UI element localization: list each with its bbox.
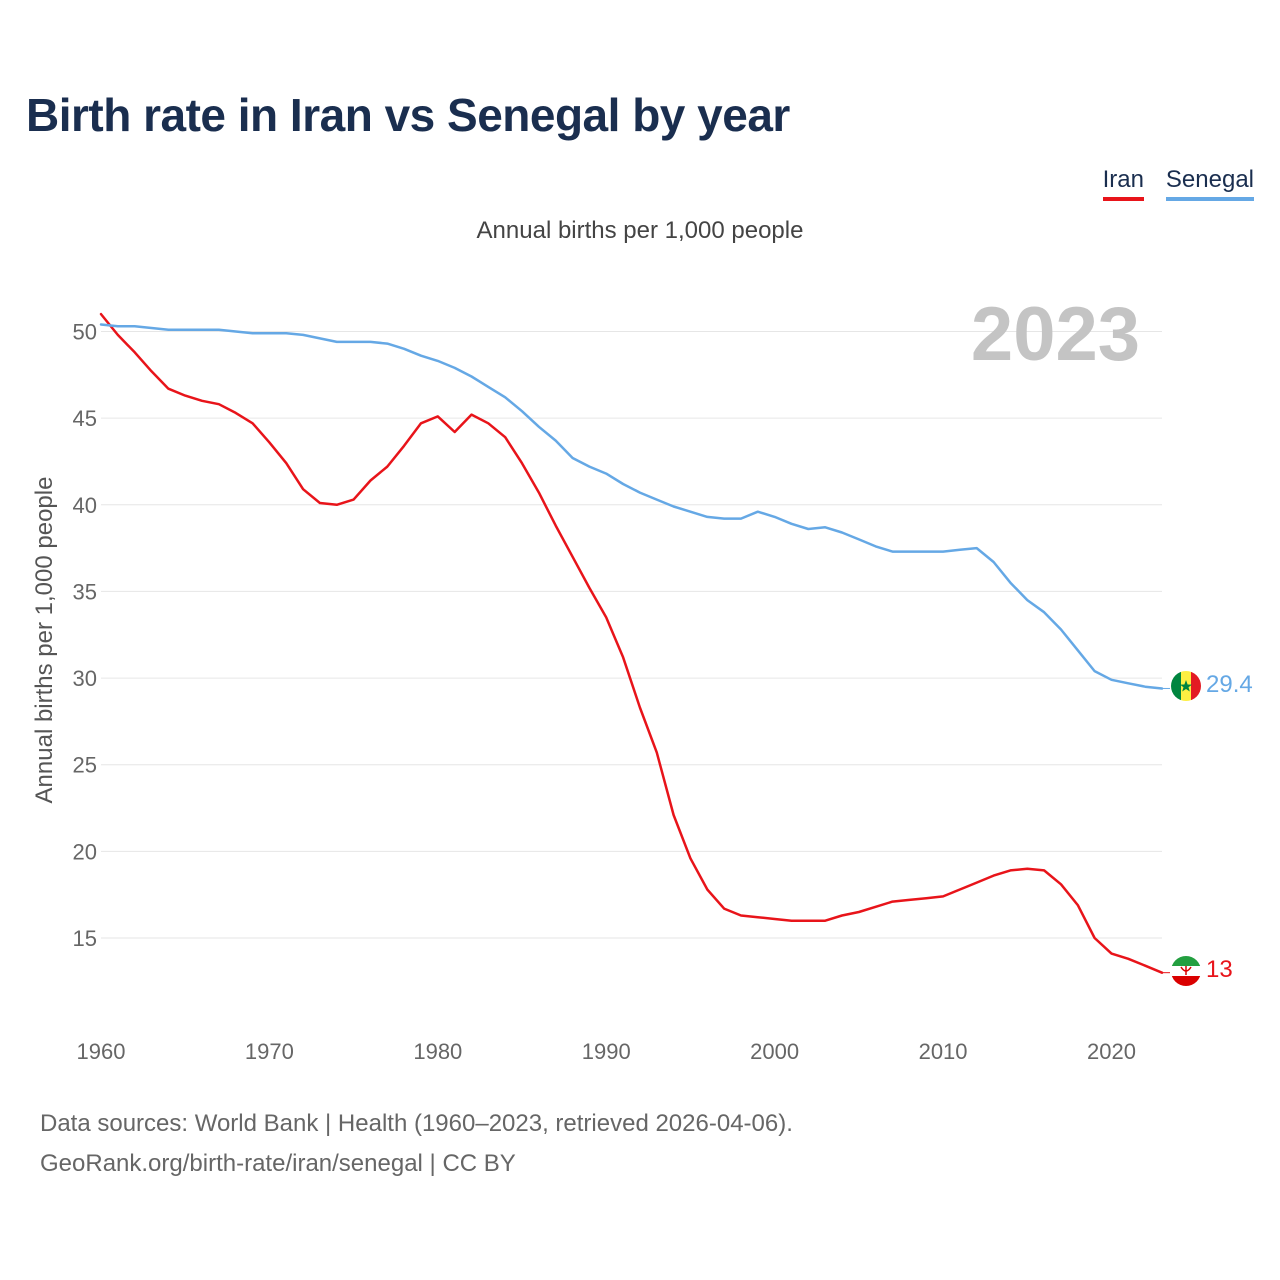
y-tick-label: 15 [73, 926, 97, 951]
series-line-senegal [99, 323, 1164, 690]
footer-attribution[interactable]: GeoRank.org/birth-rate/iran/senegal | CC… [40, 1150, 516, 1177]
y-tick-label: 20 [73, 839, 97, 864]
end-label-senegal: 29.4 [1206, 671, 1253, 698]
iran-flag-icon [1171, 956, 1201, 986]
chart-title: Birth rate in Iran vs Senegal by year [26, 89, 790, 141]
x-tick-label: 2020 [1087, 1039, 1136, 1064]
y-tick-label: 50 [73, 319, 97, 344]
year-watermark: 2023 [971, 292, 1140, 377]
x-tick-label: 1980 [413, 1039, 462, 1064]
x-tick-label: 1970 [245, 1039, 294, 1064]
footer-sources: Data sources: World Bank | Health (1960–… [40, 1110, 793, 1137]
gridlines [101, 330, 1162, 939]
y-tick-label: 35 [73, 579, 97, 604]
footer: Data sources: World Bank | Health (1960–… [40, 1104, 793, 1184]
x-tick-label: 1990 [582, 1039, 631, 1064]
x-tick-label: 2010 [919, 1039, 968, 1064]
senegal-flag-icon [1171, 671, 1201, 701]
y-tick-label: 25 [73, 753, 97, 778]
legend-item-senegal[interactable]: Senegal [1165, 166, 1254, 201]
line-chart: 15 20 25 30 35 40 45 50 1960 1970 1980 1990 2000 201… [31, 292, 1253, 1064]
y-tick-label: 45 [73, 406, 97, 431]
x-tick-label: 1960 [77, 1039, 126, 1064]
y-tick-label: 30 [73, 666, 97, 691]
y-axis-ticks: 15 20 25 30 35 40 45 50 [73, 319, 97, 951]
x-axis-ticks: 1960 1970 1980 1990 2000 2010 2020 [77, 1039, 1136, 1064]
series-lines [99, 312, 1170, 974]
y-axis-label: Annual births per 1,000 people [31, 477, 58, 804]
x-tick-label: 2000 [750, 1039, 799, 1064]
end-label-iran: 13 [1206, 956, 1233, 983]
series-line-iran [99, 312, 1164, 974]
y-tick-label: 40 [73, 493, 97, 518]
legend: Iran Senegal [1102, 166, 1254, 201]
legend-item-iran[interactable]: Iran [1102, 166, 1144, 201]
chart-subtitle: Annual births per 1,000 people [476, 217, 804, 244]
